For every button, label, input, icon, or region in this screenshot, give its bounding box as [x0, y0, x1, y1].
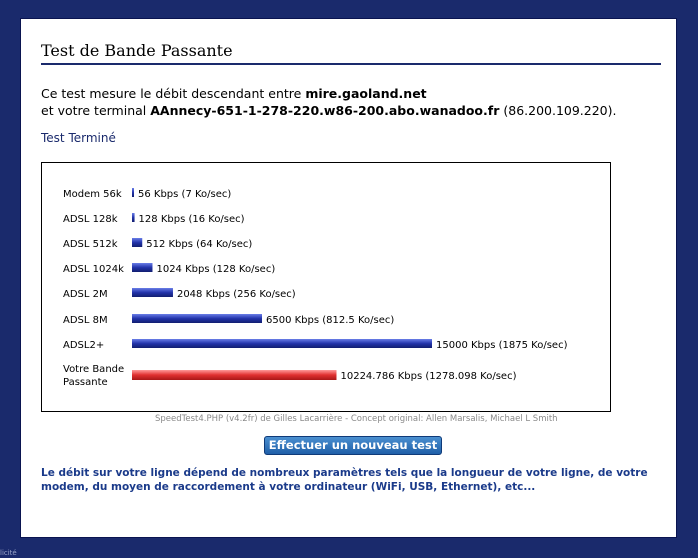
value-label: 128 Kbps (16 Ko/sec)	[139, 214, 245, 225]
reference-bar	[132, 263, 153, 272]
category-label: ADSL 1024k	[63, 264, 124, 275]
reference-bar	[132, 238, 143, 247]
intro-text: Ce test mesure le débit descendant entre…	[41, 85, 671, 119]
main-panel: Test de Bande Passante Ce test mesure le…	[20, 18, 677, 538]
category-label: ADSL2+	[63, 340, 104, 351]
category-label: Votre Bande	[63, 364, 124, 375]
reference-bar	[132, 188, 134, 197]
value-label: 10224.786 Kbps (1278.098 Ko/sec)	[340, 371, 516, 382]
category-label: ADSL 2M	[63, 289, 108, 300]
new-test-button[interactable]: Effectuer un nouveau test	[264, 436, 442, 455]
value-label: 56 Kbps (7 Ko/sec)	[138, 189, 231, 200]
reference-bar	[132, 288, 173, 297]
terminal-ip: (86.200.109.220).	[503, 103, 617, 118]
reference-bar	[132, 339, 432, 348]
intro-line2-prefix: et votre terminal	[41, 103, 151, 118]
value-label: 6500 Kbps (812.5 Ko/sec)	[266, 315, 394, 326]
value-label: 2048 Kbps (256 Ko/sec)	[177, 289, 296, 300]
reference-bar	[132, 213, 135, 222]
test-status: Test Terminé	[41, 131, 116, 145]
bottom-text: licité	[0, 549, 17, 557]
bandwidth-note: Le débit sur votre ligne dépend de nombr…	[41, 467, 648, 493]
bandwidth-chart: Modem 56k 56 Kbps (7 Ko/sec) ADSL 128k 128 …	[41, 162, 611, 412]
category-label: Modem 56k	[63, 189, 122, 200]
server-name: mire.gaoland.net	[305, 86, 427, 101]
category-label: ADSL 512k	[63, 239, 118, 250]
category-label: ADSL 8M	[63, 315, 108, 326]
category-label: ADSL 128k	[63, 214, 118, 225]
user-bandwidth-bar	[132, 370, 337, 380]
value-label: 1024 Kbps (128 Ko/sec)	[156, 264, 275, 275]
terminal-host: AAnnecy-651-1-278-220.w86-200.abo.wanado…	[150, 103, 500, 118]
category-label: Passante	[63, 377, 108, 388]
page-title: Test de Bande Passante	[41, 41, 661, 65]
credit-text: SpeedTest4.PHP (v4.2fr) de Gilles Lacarr…	[155, 414, 558, 424]
bandwidth-chart-svg: Modem 56k 56 Kbps (7 Ko/sec) ADSL 128k 128 …	[63, 188, 568, 388]
intro-line1-prefix: Ce test mesure le débit descendant entre	[41, 86, 306, 101]
value-label: 512 Kbps (64 Ko/sec)	[146, 239, 252, 250]
value-label: 15000 Kbps (1875 Ko/sec)	[436, 340, 568, 351]
reference-bar	[132, 314, 262, 323]
